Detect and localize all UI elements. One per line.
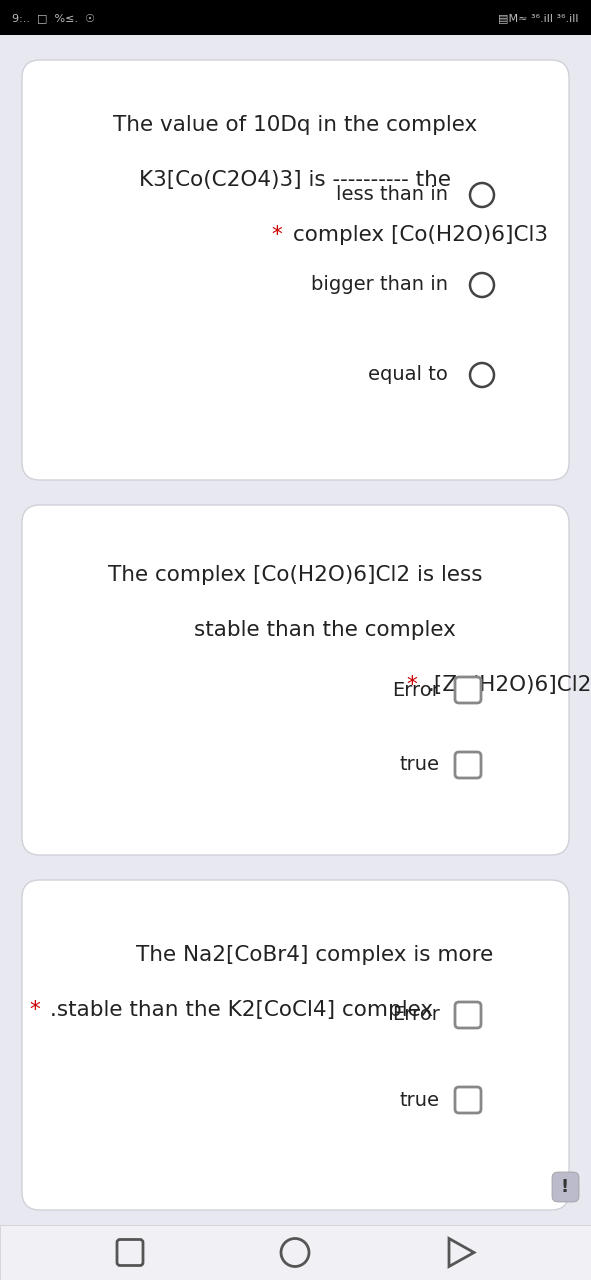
- Text: stable than the complex: stable than the complex: [194, 620, 456, 640]
- Text: !: !: [561, 1178, 569, 1196]
- FancyBboxPatch shape: [455, 751, 481, 778]
- FancyBboxPatch shape: [552, 1172, 579, 1202]
- Text: The complex [Co(H2O)6]Cl2 is less: The complex [Co(H2O)6]Cl2 is less: [108, 564, 482, 585]
- Text: ▤M≈ ³⁶.ill ³⁶.ill: ▤M≈ ³⁶.ill ³⁶.ill: [498, 13, 579, 23]
- Text: less than in: less than in: [336, 186, 448, 205]
- FancyBboxPatch shape: [0, 1225, 591, 1280]
- Text: *: *: [30, 1000, 48, 1020]
- FancyBboxPatch shape: [22, 881, 569, 1210]
- Text: 9:..  □  %≤.  ☉: 9:.. □ %≤. ☉: [12, 13, 95, 23]
- FancyBboxPatch shape: [0, 0, 591, 35]
- FancyBboxPatch shape: [455, 1002, 481, 1028]
- Text: *: *: [272, 225, 290, 244]
- Text: .[Zn(H2O)6]Cl2: .[Zn(H2O)6]Cl2: [428, 675, 591, 695]
- Text: true: true: [400, 1091, 440, 1110]
- FancyBboxPatch shape: [22, 60, 569, 480]
- Text: The Na2[CoBr4] complex is more: The Na2[CoBr4] complex is more: [137, 945, 493, 965]
- Text: complex [Co(H2O)6]Cl3: complex [Co(H2O)6]Cl3: [293, 225, 548, 244]
- Text: *: *: [407, 675, 425, 695]
- FancyBboxPatch shape: [22, 506, 569, 855]
- Text: K3[Co(C2O4)3] is ---------- the: K3[Co(C2O4)3] is ---------- the: [139, 170, 451, 189]
- FancyBboxPatch shape: [455, 677, 481, 703]
- Text: true: true: [400, 755, 440, 774]
- FancyBboxPatch shape: [455, 1087, 481, 1114]
- Text: equal to: equal to: [368, 366, 448, 384]
- Text: Error: Error: [392, 681, 440, 699]
- Text: .stable than the K2[CoCl4] complex: .stable than the K2[CoCl4] complex: [50, 1000, 433, 1020]
- Text: Error: Error: [392, 1006, 440, 1024]
- Text: bigger than in: bigger than in: [311, 275, 448, 294]
- Text: The value of 10Dq in the complex: The value of 10Dq in the complex: [113, 115, 477, 134]
